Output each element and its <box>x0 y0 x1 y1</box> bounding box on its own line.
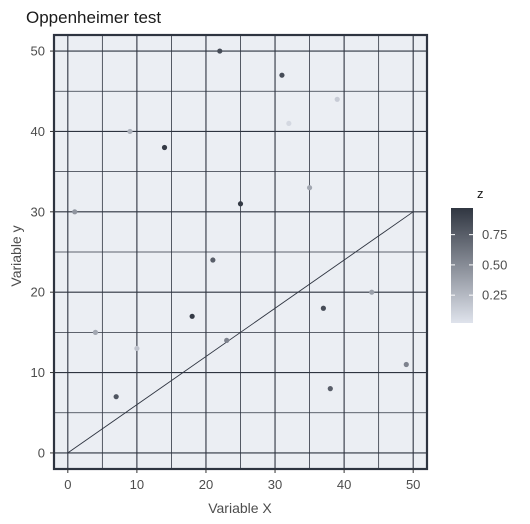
data-point <box>161 144 168 151</box>
y-tick-label: 30 <box>31 204 45 219</box>
data-point <box>127 128 133 135</box>
data-points <box>72 48 409 400</box>
data-point <box>286 120 292 127</box>
data-point <box>224 337 230 344</box>
legend-tick-label: 0.25 <box>482 288 507 303</box>
x-tick-label: 50 <box>406 477 420 492</box>
x-axis-title: Variable X <box>208 500 272 516</box>
data-point <box>210 257 216 263</box>
x-tick-label: 0 <box>64 477 71 492</box>
data-point <box>279 72 285 78</box>
data-point <box>217 48 223 54</box>
legend-ticks: 0.25 0.50 0.75 <box>451 227 507 303</box>
legend-title: z <box>477 186 484 201</box>
y-axis-ticks: 0 10 20 30 40 50 <box>31 44 54 460</box>
data-point <box>327 386 333 392</box>
legend-tick-label: 0.75 <box>482 227 507 242</box>
chart-title: Oppenheimer test <box>26 8 161 27</box>
data-point <box>113 394 119 400</box>
data-point <box>334 96 340 102</box>
plot-border <box>52 33 429 471</box>
x-tick-label: 10 <box>130 477 144 492</box>
trend-line-layer <box>67 211 414 454</box>
data-point <box>92 329 99 335</box>
color-legend: z 0.25 0.50 0.75 <box>451 186 507 323</box>
y-tick-label: 10 <box>31 365 45 380</box>
y-axis-title: Variable y <box>8 225 24 286</box>
y-tick-label: 50 <box>31 44 45 59</box>
legend-tick-label: 0.50 <box>482 257 507 272</box>
x-tick-label: 40 <box>337 477 351 492</box>
x-tick-label: 20 <box>199 477 213 492</box>
x-axis-ticks: 0 10 20 30 40 50 <box>64 469 420 492</box>
y-tick-label: 20 <box>31 285 45 300</box>
trend-line <box>67 211 414 454</box>
x-tick-label: 30 <box>268 477 282 492</box>
y-tick-label: 0 <box>38 445 45 460</box>
data-point <box>320 305 326 311</box>
data-point <box>72 209 78 215</box>
data-point <box>237 201 244 207</box>
data-point <box>134 345 140 352</box>
data-point <box>306 185 313 191</box>
data-point <box>189 313 195 319</box>
y-tick-label: 40 <box>31 124 45 139</box>
legend-color-bar <box>451 208 473 323</box>
data-point <box>403 361 409 368</box>
data-point <box>369 289 375 295</box>
